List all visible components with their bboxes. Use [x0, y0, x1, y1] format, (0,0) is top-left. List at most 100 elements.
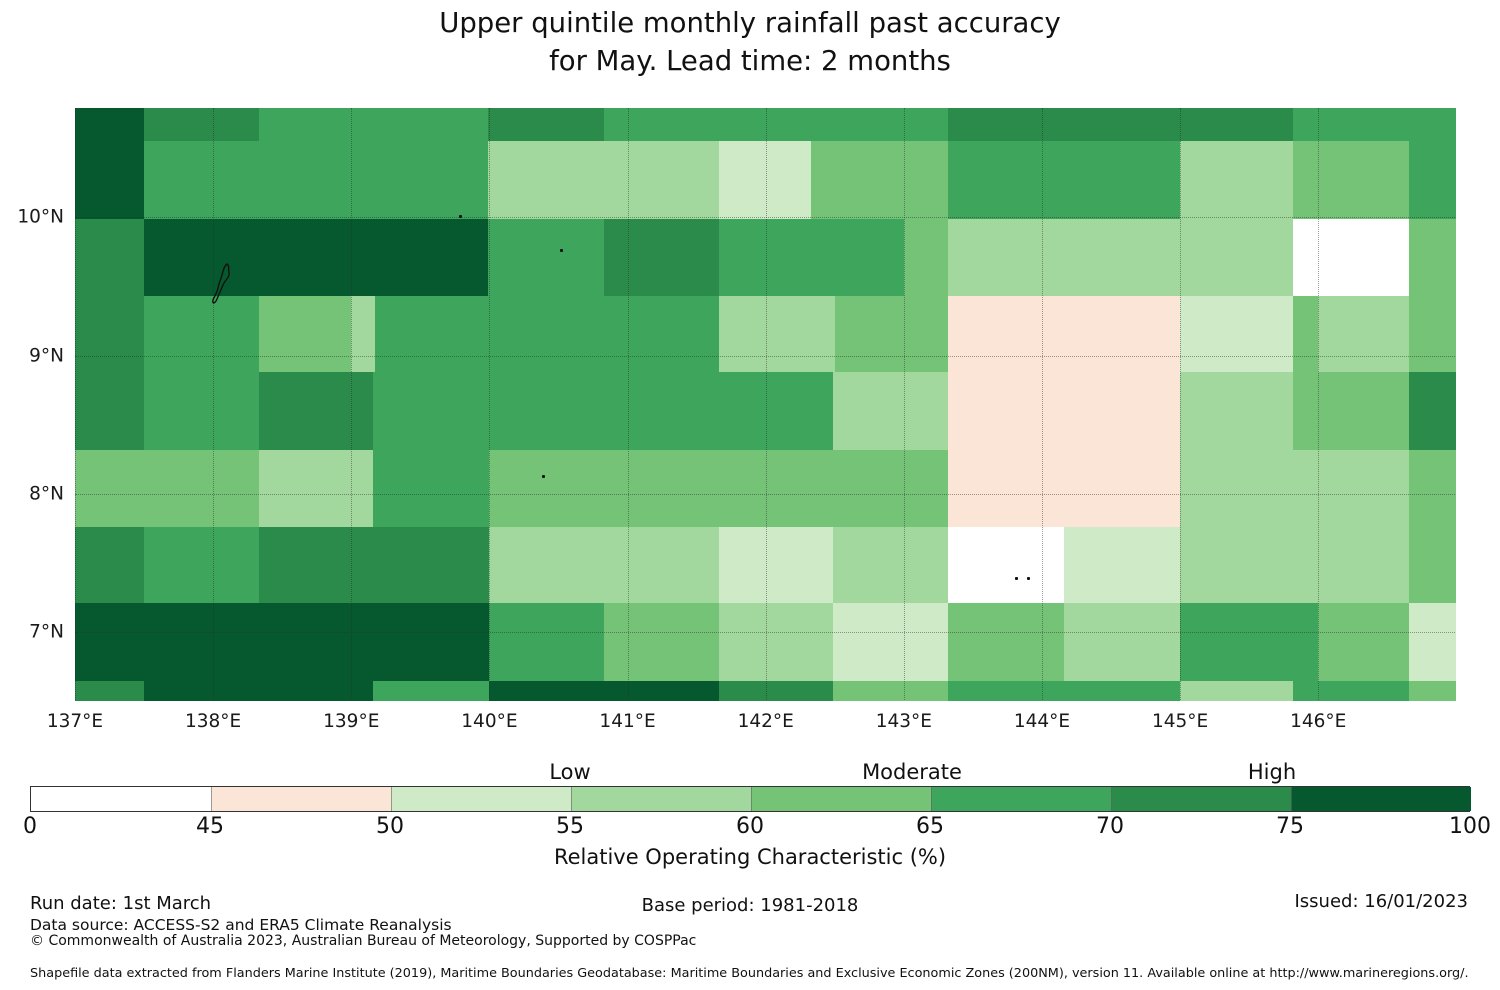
colorbar-segment	[31, 787, 211, 811]
map-cell	[258, 372, 374, 451]
map-cell	[258, 108, 489, 142]
map-cell	[1409, 218, 1456, 297]
colorbar-separator	[211, 787, 212, 811]
map-cell	[604, 218, 720, 297]
x-tick-label: 144°E	[1013, 711, 1071, 732]
map-cell	[948, 141, 1181, 220]
island-outline	[211, 262, 238, 308]
map-cell	[75, 296, 145, 373]
map-cell	[948, 680, 1181, 701]
colorbar-region-label: High	[1247, 760, 1297, 784]
x-tick-label: 139°E	[323, 711, 380, 732]
colorbar-region-label: Moderate	[862, 760, 962, 784]
map-cell	[948, 603, 1065, 682]
colorbar-separator	[1291, 787, 1292, 811]
map-cell	[1409, 527, 1456, 604]
map-cell	[489, 680, 720, 701]
run-date-text: Run date: 1st March	[30, 893, 212, 914]
map-cell	[1409, 141, 1456, 220]
map-cell	[1409, 680, 1456, 701]
chart-title: Upper quintile monthly rainfall past acc…	[0, 4, 1500, 80]
map-cell	[1293, 372, 1410, 451]
colorbar	[30, 786, 1471, 812]
colorbar-segment	[571, 787, 751, 811]
map-cell	[75, 449, 260, 528]
colorbar-tick-label: 60	[736, 814, 764, 839]
colorbar-segment	[391, 787, 571, 811]
map-cell	[604, 603, 720, 682]
map-cell	[833, 603, 949, 682]
map-cell	[718, 680, 834, 701]
colorbar-separator	[571, 787, 572, 811]
colorbar-separator	[931, 787, 932, 811]
map-cell	[75, 141, 145, 220]
colorbar-tick-label: 50	[376, 814, 404, 839]
map-cell	[75, 218, 145, 297]
map-cell	[1409, 296, 1456, 373]
x-tick-label: 140°E	[461, 711, 518, 732]
colorbar-separator	[391, 787, 392, 811]
map-cell	[1180, 680, 1294, 701]
map-cell	[144, 141, 489, 220]
map-cell	[488, 141, 720, 220]
x-tick-label: 141°E	[599, 711, 656, 732]
colorbar-tick-label: 0	[23, 814, 37, 839]
colorbar-segment	[931, 787, 1111, 811]
base-period-text: Base period: 1981-2018	[641, 895, 859, 916]
map-cell	[75, 108, 145, 142]
map-cell	[488, 108, 605, 142]
map-cell	[374, 296, 720, 373]
map-cell	[373, 680, 490, 701]
map-cell	[1293, 108, 1456, 142]
colorbar-tick-label: 65	[916, 814, 944, 839]
map-cell	[75, 680, 145, 701]
map-cell	[1180, 449, 1410, 528]
map-cell	[144, 296, 260, 373]
map-cell	[1064, 527, 1181, 604]
map	[75, 108, 1456, 701]
map-cell	[1409, 372, 1456, 451]
map-cell	[948, 218, 1294, 297]
map-cell	[718, 603, 834, 682]
map-cell	[811, 141, 949, 220]
map-cell	[604, 108, 949, 142]
map-cell	[718, 527, 834, 604]
shapefile-note-text: Shapefile data extracted from Flanders M…	[30, 966, 1469, 981]
island-mark	[1014, 577, 1018, 581]
map-cell	[1180, 527, 1410, 604]
map-cell	[144, 108, 260, 142]
map-cell	[75, 603, 490, 682]
island-mark	[459, 214, 463, 218]
island-mark	[542, 474, 546, 478]
map-cell	[1318, 296, 1410, 373]
copyright-text: © Commonwealth of Australia 2023, Austra…	[30, 933, 697, 949]
map-cell	[1293, 680, 1410, 701]
map-cell	[833, 527, 949, 604]
y-tick-label: 10°N	[17, 206, 64, 228]
map-cell	[489, 603, 605, 682]
map-cell	[903, 218, 949, 297]
x-tick-label: 142°E	[737, 711, 794, 732]
chart-title-line1: Upper quintile monthly rainfall past acc…	[439, 7, 1061, 39]
map-cell	[948, 527, 1065, 604]
colorbar-tick-label: 45	[196, 814, 224, 839]
map-cell	[144, 218, 489, 297]
x-tick-label: 137°E	[46, 711, 104, 732]
map-cell	[948, 108, 1294, 142]
island-mark	[1027, 577, 1031, 581]
colorbar-region-label: Low	[549, 760, 591, 784]
data-source-text: Data source: ACCESS-S2 and ERA5 Climate …	[30, 916, 452, 934]
map-cell	[718, 141, 812, 220]
map-cell	[144, 680, 374, 701]
island-mark	[560, 249, 564, 253]
y-tick-label: 9°N	[29, 345, 64, 367]
map-cell	[1180, 141, 1294, 220]
x-tick-label: 145°E	[1151, 711, 1209, 732]
colorbar-tick-label: 100	[1449, 814, 1491, 839]
map-cell	[488, 218, 605, 297]
map-cell	[1180, 372, 1294, 451]
map-cell	[1293, 296, 1319, 373]
map-cell	[1180, 603, 1319, 682]
map-cell	[373, 449, 490, 528]
